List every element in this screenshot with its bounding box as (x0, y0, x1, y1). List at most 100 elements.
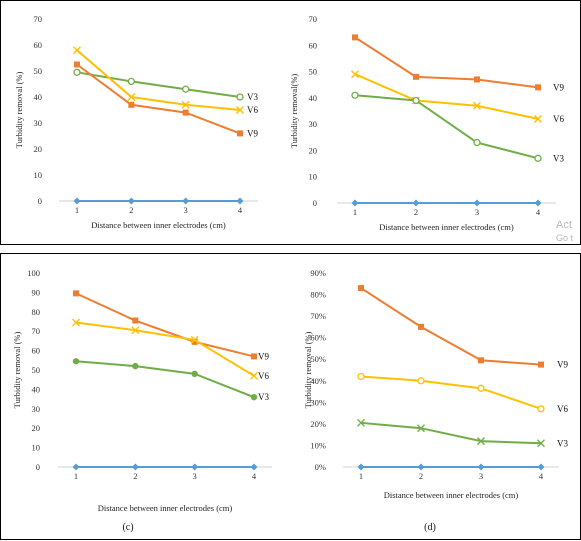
series-baseline-point (127, 197, 135, 205)
series-v6-line (76, 49, 241, 111)
series-v9-line (360, 287, 542, 366)
series-baseline (73, 197, 244, 205)
series-v9-line (76, 63, 241, 135)
series-v9-point (73, 290, 79, 297)
series-v3-point (473, 138, 481, 147)
x-tick-label: 4 (238, 205, 243, 215)
x-axis-label: Distance between inner electrodes (cm) (91, 220, 226, 230)
y-tick-label: 50% (310, 354, 326, 364)
series-v9-point (182, 109, 189, 116)
series-v6-point (236, 106, 244, 114)
series-v9-point (358, 285, 364, 292)
series-v6: V6 (72, 318, 269, 381)
series-baseline-point (417, 463, 425, 471)
series-v3: V3 (357, 418, 568, 448)
series-baseline-point (191, 463, 199, 471)
y-tick-label: 30% (310, 397, 326, 407)
x-axis-label: Distance between inner electrodes (cm) (379, 222, 514, 232)
series-v6-point-stroke-b (473, 101, 481, 110)
series-baseline (351, 199, 542, 207)
series-v6-point-stroke-b (131, 326, 140, 335)
y-tick-label: 20 (34, 144, 43, 154)
y-tick-label: 50 (309, 67, 318, 77)
series-v6-point-stroke-b (190, 335, 199, 344)
series-v9-point (538, 361, 544, 368)
series-v3-point (182, 85, 190, 93)
series-v3-point (412, 96, 420, 105)
y-tick-label: 30 (32, 404, 41, 414)
series-v3: V3 (73, 68, 258, 102)
y-tick-label: 0% (315, 462, 326, 472)
series-v9-end-label: V9 (557, 360, 568, 370)
series-v6-point-stroke-b (351, 70, 359, 79)
x-tick-label: 1 (75, 205, 79, 215)
x-tick-label: 1 (359, 471, 363, 481)
series-v6-line (354, 73, 539, 120)
series-v6-end-label: V6 (557, 404, 568, 414)
series-v6-point (127, 93, 136, 101)
series-v9-point (352, 34, 358, 41)
y-tick-label: 40% (310, 376, 326, 386)
series-v3-end-label: V3 (557, 438, 568, 448)
series-v6-point (534, 114, 542, 123)
y-tick-label: 20 (32, 423, 41, 433)
y-tick-label: 90 (32, 287, 41, 297)
y-tick-label: 0 (36, 462, 40, 472)
chart-panel-4: 0% 10% 20% 30% 40% 50% 60% 70% 80% 90% 1 2 3 4 Distanc… (303, 268, 568, 500)
series-baseline-point (534, 199, 542, 207)
series-baseline (357, 463, 545, 471)
x-axis-label: Distance between inner electrodes (cm) (98, 503, 233, 513)
series-v9-point (191, 338, 198, 345)
series-v3-end-label: V3 (258, 392, 269, 402)
series-v9-end-label: V9 (258, 351, 269, 361)
series-v9-point (478, 357, 484, 364)
series-v6-point-stroke-b (72, 318, 80, 327)
series-v9-line (354, 36, 539, 89)
series-v3-point (73, 68, 81, 76)
series-v9-point (74, 61, 80, 68)
chart-panel-3: 0 10 20 30 40 50 60 70 80 90 100 1 2 3 4 Distance betwe… (12, 268, 272, 513)
series-v9-point (535, 84, 541, 91)
series-v6-point (477, 384, 485, 392)
series-v6-point (351, 70, 359, 79)
y-tick-label: 30 (309, 119, 318, 129)
series-v6-point-stroke-b (181, 100, 190, 109)
x-tick-label: 4 (536, 207, 541, 217)
watermark-line1: Act (556, 219, 572, 231)
x-tick-label: 3 (479, 471, 483, 481)
y-tick-label: 10 (34, 170, 43, 180)
x-tick-label: 3 (193, 471, 197, 481)
x-tick-label: 3 (184, 205, 188, 215)
y-tick-label: 0 (313, 198, 317, 208)
y-tick-label: 30 (34, 118, 43, 128)
series-v9-end-label: V9 (247, 128, 258, 138)
chart-panel-2: 0 10 20 30 40 50 60 70 1 2 3 4 Distance between inne… (289, 14, 564, 232)
series-baseline-point (72, 463, 80, 471)
series-v6-point (357, 372, 365, 381)
series-baseline-point (73, 197, 81, 205)
series-v6-point-stroke-b (127, 93, 136, 101)
series-v3-end-label: V3 (247, 92, 258, 102)
series-v3-point (477, 437, 485, 446)
y-tick-label: 70 (309, 14, 318, 24)
series-v3-end-label: V3 (553, 153, 564, 163)
series-baseline-point (131, 463, 139, 471)
series-baseline-point (182, 197, 190, 205)
series-v3-point (534, 154, 542, 162)
series-v3-point (351, 91, 359, 99)
y-tick-label: 70% (310, 311, 326, 321)
x-tick-label: 2 (419, 471, 423, 481)
series-v3-point (357, 418, 365, 427)
series-v3: V3 (72, 358, 269, 402)
series-v9-point (251, 353, 257, 360)
y-tick-label: 60 (309, 40, 318, 50)
panel-letter-c: (c) (122, 522, 133, 533)
series-v9-point (413, 73, 419, 80)
series-v3-line (75, 360, 255, 399)
y-tick-label: 70 (32, 326, 41, 336)
series-v6-point (250, 371, 258, 380)
series-baseline-point (250, 463, 258, 471)
y-tick-label: 70 (34, 14, 43, 24)
x-tick-label: 4 (252, 471, 257, 481)
series-v6-point (473, 101, 481, 110)
